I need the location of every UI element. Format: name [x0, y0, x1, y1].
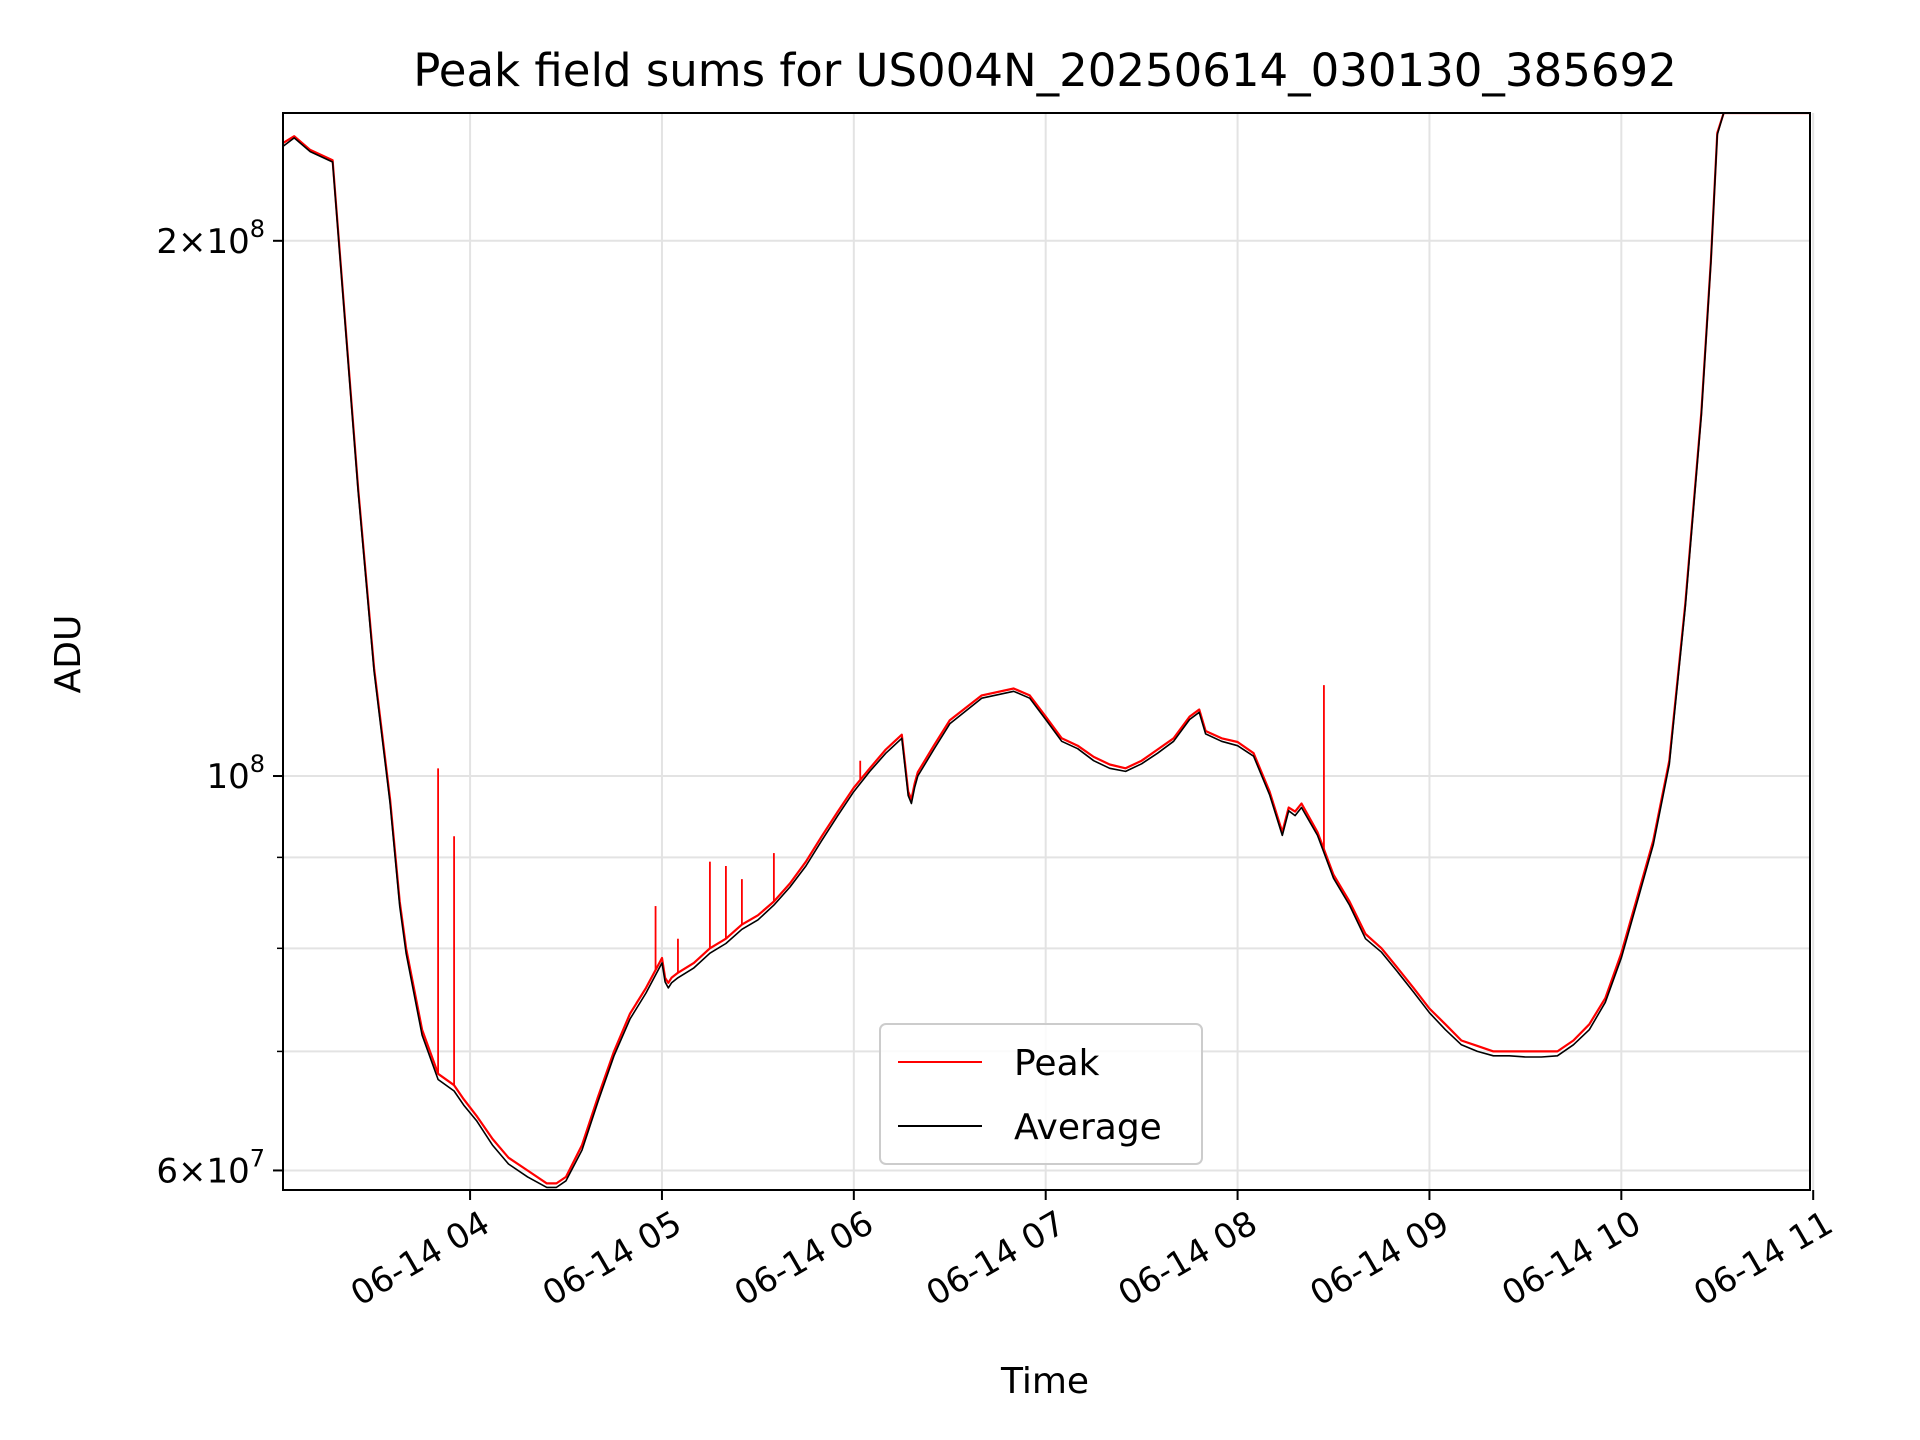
- x-axis-title: Time: [1000, 1361, 1089, 1402]
- series-group: [283, 113, 1810, 1189]
- y-tick-times: ×10: [178, 1151, 250, 1191]
- y-axis-title: ADU: [48, 615, 89, 694]
- series-line-peak: [283, 113, 1810, 1185]
- legend-box: [879, 1023, 1203, 1165]
- y-tick-base: 10: [206, 757, 249, 797]
- y-tick-exponent: 8: [250, 215, 265, 243]
- legend: Peak Average: [879, 1023, 1203, 1165]
- y-tick-exponent: 8: [250, 750, 265, 778]
- y-tick-times: ×10: [178, 222, 250, 262]
- y-tick-label: 2×108: [156, 215, 265, 262]
- y-tick-label: 6×107: [156, 1144, 265, 1191]
- y-tick-label: 108: [206, 750, 265, 797]
- y-tick-mantissa: 2: [156, 222, 178, 262]
- legend-label-average: Average: [1014, 1107, 1162, 1148]
- grid-layer: [283, 113, 1815, 1190]
- y-tick-exponent: 7: [250, 1144, 265, 1172]
- plot-layer: [283, 113, 1810, 1189]
- legend-label-peak: Peak: [1014, 1043, 1100, 1084]
- series-line-average: [283, 113, 1810, 1189]
- chart-title: Peak field sums for US004N_20250614_0301…: [413, 44, 1676, 97]
- y-tick-mantissa: 6: [156, 1151, 178, 1191]
